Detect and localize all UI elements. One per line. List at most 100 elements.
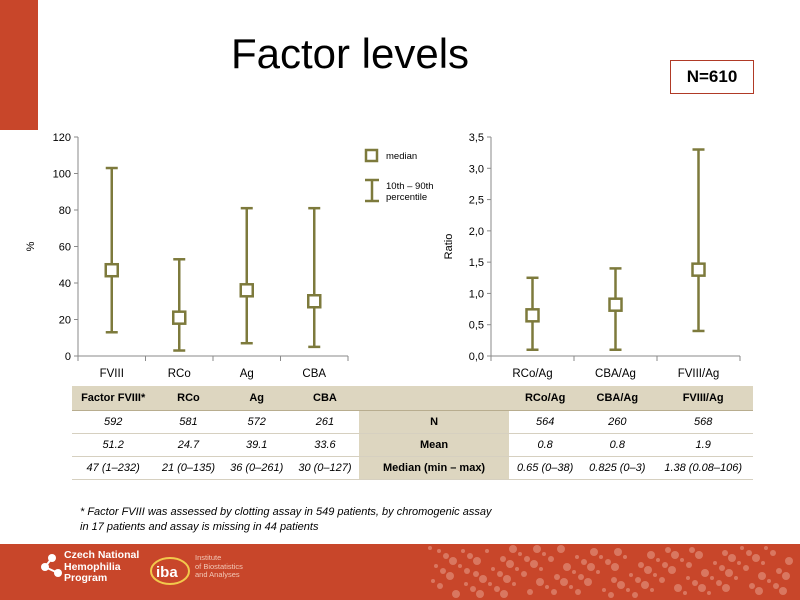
table-cell: 1.9 (653, 433, 753, 457)
footer-dot (737, 561, 741, 565)
table-cell: 0.825 (0–3) (581, 456, 654, 480)
table-cell: 51.2 (72, 433, 155, 457)
footer-dot (545, 585, 549, 589)
y-axis-label: Ratio (443, 234, 455, 260)
table-cell: 572 (222, 410, 291, 434)
table-cell: 1.38 (0.08–106) (653, 456, 753, 480)
y-tick-label: 3,5 (469, 132, 484, 144)
footer-dot (698, 584, 706, 592)
corner-accent-bar (0, 0, 38, 130)
footer-dot (653, 573, 657, 577)
footer-dot (743, 565, 749, 571)
table-header-cell: CBA/Ag (581, 386, 654, 411)
footer-dot (752, 554, 760, 562)
footnote: * Factor FVIII was assessed by clotting … (80, 506, 492, 533)
footer-dot (635, 577, 641, 583)
footer-dot (572, 570, 576, 574)
legend-range-label-2: percentile (386, 192, 427, 203)
footer-dot (647, 551, 655, 559)
footer-dot (599, 555, 603, 559)
footer-dot (596, 570, 600, 574)
footer-dot (686, 576, 690, 580)
median-marker (239, 283, 254, 298)
footer-dot (539, 567, 543, 571)
footer-dot (716, 580, 722, 586)
footer-dot (503, 575, 511, 583)
footer-dot (527, 589, 533, 595)
footer-dot (623, 555, 627, 559)
footer-dot (497, 571, 503, 577)
footer-dot (548, 556, 554, 562)
footer-dot (464, 568, 470, 574)
median-marker (172, 310, 187, 325)
y-tick-label: 1,0 (469, 288, 484, 300)
footer-dot-pattern (428, 545, 793, 598)
y-tick-label: 120 (53, 132, 71, 144)
hemophilia-program-logo-icon (41, 554, 62, 577)
table-header-cell: RCo (154, 386, 223, 411)
footer-dot (581, 559, 587, 565)
table-cell: 36 (0–261) (222, 456, 291, 480)
table-cell: 564 (509, 410, 582, 434)
footer-dot (779, 587, 787, 595)
footer-dot (479, 575, 487, 583)
footer-dot (512, 582, 516, 586)
y-tick-label: 2,0 (469, 226, 484, 238)
footer-dot (524, 556, 530, 562)
footer-dot (728, 554, 736, 562)
footer-dot (476, 590, 484, 598)
footer-dot (605, 559, 611, 565)
footer-dot (437, 583, 443, 589)
footer-dot (431, 579, 435, 583)
median-marker (104, 262, 119, 278)
table-row-label: Mean (359, 433, 510, 457)
median-marker (525, 308, 540, 323)
footer-dot (644, 566, 652, 574)
table-cell: 581 (154, 410, 223, 434)
footer-dot (551, 589, 557, 595)
box-charts: 0 20 40 60 80 100 120% FVIII RCo Ag CBA 0,0 0,5 1,0 1… (25, 132, 741, 380)
footer-dot (722, 584, 730, 592)
table-row: 51.2 24.7 39.1 33.6 Mean 0.8 0.8 1.9 (72, 433, 753, 457)
footer-dot (707, 591, 711, 595)
footer-dot (521, 571, 527, 577)
y-tick-label: 2,5 (469, 195, 484, 207)
footer-dot (746, 550, 752, 556)
footer-dot (488, 582, 492, 586)
y-tick-label: 3,0 (469, 163, 484, 175)
legend-range-label-1: 10th – 90th (386, 181, 434, 192)
page-title: Factor levels (230, 30, 470, 77)
table-cell: 33.6 (290, 433, 360, 457)
hemophilia-program-logo-text: Czech National Hemophilia Program (64, 549, 140, 584)
table-header-cell (359, 386, 510, 411)
legend-median-marker (364, 148, 379, 163)
footer-dot (518, 552, 522, 556)
table-row: 47 (1–232) 21 (0–135) 36 (0–261) 30 (0–127)… (72, 456, 753, 480)
footer-dot (530, 560, 538, 568)
table-header-cell: RCo/Ag (509, 386, 582, 411)
footer-dot (578, 574, 584, 580)
chart-legend: median 10th – 90th percentile (364, 148, 434, 203)
footer-dot (569, 585, 573, 589)
footer-dot (515, 567, 519, 571)
footer-dot (452, 590, 460, 598)
x-tick-label: FVIII/Ag (678, 368, 720, 380)
footer-dot (437, 549, 441, 553)
footer-dot (458, 564, 462, 568)
footer-dot (668, 566, 676, 574)
footer-dot (611, 563, 619, 571)
chart-factor-percent: 0 20 40 60 80 100 120% FVIII RCo Ag CBA (25, 132, 349, 380)
footer-dot (773, 583, 779, 589)
footer-dot (689, 547, 695, 553)
footer-bar (0, 544, 800, 600)
footer-dot (554, 574, 560, 580)
footer-dot (782, 572, 790, 580)
footer-dot (686, 562, 692, 568)
table-header-row: Factor FVIII* RCo Ag CBA RCo/Ag CBA/Ag FVIII/A… (72, 386, 753, 411)
footer-dot (611, 577, 617, 583)
x-tick-label: CBA/Ag (595, 368, 636, 380)
table-cell: 261 (290, 410, 360, 434)
footer-dot (758, 572, 766, 580)
table-header-cell: Factor FVIII* (72, 386, 155, 411)
footer-dot (494, 586, 500, 592)
